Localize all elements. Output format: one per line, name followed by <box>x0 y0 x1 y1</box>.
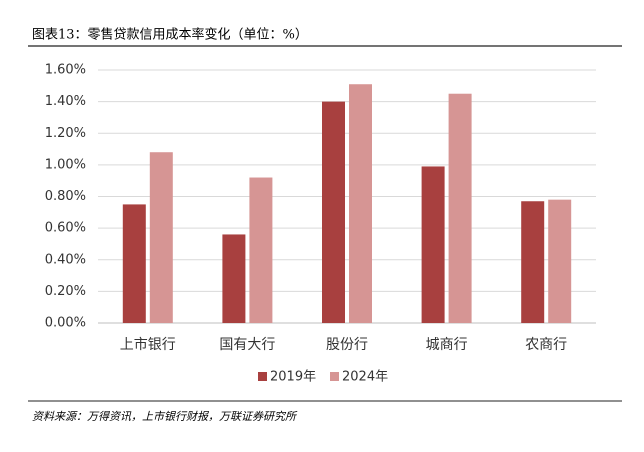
bar <box>322 101 345 323</box>
x-tick-label: 农商行 <box>525 337 567 353</box>
y-tick-label: 0.40% <box>45 252 86 267</box>
x-tick-label: 股份行 <box>326 337 368 353</box>
chart-title: 图表13：零售贷款信用成本率变化（单位：%） <box>32 27 308 43</box>
y-tick-label: 0.80% <box>45 189 86 204</box>
bar <box>548 199 572 323</box>
legend-label: 2019年 <box>270 370 316 385</box>
y-tick-label: 1.20% <box>45 126 86 141</box>
bar <box>222 234 246 323</box>
y-tick-label: 1.60% <box>45 63 86 78</box>
bar <box>448 93 472 323</box>
bar <box>349 84 372 323</box>
x-tick-label: 国有大行 <box>219 337 275 353</box>
legend-swatch <box>258 372 267 381</box>
legend-swatch <box>330 372 339 381</box>
bar <box>149 152 173 323</box>
bar <box>521 201 545 323</box>
y-tick-label: 0.20% <box>45 284 86 299</box>
y-tick-label: 0.60% <box>45 221 86 236</box>
bar <box>249 177 273 323</box>
bar <box>122 204 146 323</box>
legend-label: 2024年 <box>342 370 388 385</box>
x-tick-label: 上市银行 <box>120 336 176 353</box>
y-tick-label: 1.40% <box>45 94 86 109</box>
x-tick-label: 城商行 <box>426 337 468 353</box>
bar <box>421 166 445 323</box>
source-note: 资料来源：万得资讯，上市银行财报，万联证券研究所 <box>32 410 298 423</box>
y-tick-label: 1.00% <box>45 157 86 172</box>
y-tick-label: 0.00% <box>45 316 86 331</box>
